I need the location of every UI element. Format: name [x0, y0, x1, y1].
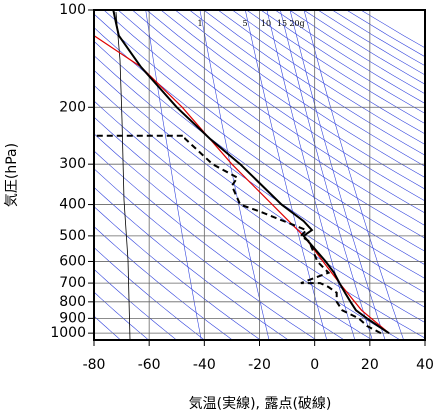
- x-tick-label: -80: [83, 357, 106, 373]
- dry-adiabat: [232, 10, 435, 347]
- x-tick-label: -60: [138, 357, 161, 373]
- dry-adiabat: [0, 10, 355, 347]
- dry-adiabat: [147, 10, 435, 347]
- y-tick-label: 800: [59, 294, 86, 310]
- dry-adiabat: [132, 10, 435, 347]
- dry-adiabat: [0, 10, 185, 347]
- y-tick-label: 1000: [50, 325, 86, 341]
- dry-adiabat: [347, 10, 435, 347]
- dry-adiabat: [0, 10, 270, 347]
- y-tick-label: 300: [59, 156, 86, 172]
- y-tick-label: 900: [59, 310, 86, 326]
- dry-adiabat: [47, 10, 435, 347]
- x-tick-label: 40: [416, 357, 434, 373]
- series-line: [113, 10, 389, 333]
- annotation: 20g: [289, 19, 304, 28]
- dry-adiabat: [361, 10, 435, 347]
- dry-adiabat: [0, 10, 213, 347]
- y-tick-label: 500: [59, 228, 86, 244]
- y-tick-label: 200: [59, 99, 86, 115]
- dry-adiabat: [90, 10, 435, 347]
- mixing-ratio-line: [280, 10, 374, 347]
- annotation: 1: [197, 19, 202, 28]
- dry-adiabat: [61, 10, 435, 347]
- dry-adiabat: [32, 10, 435, 347]
- plot: [89, 10, 390, 340]
- x-tick-label: 0: [310, 357, 319, 373]
- x-tick-label: 20: [361, 357, 379, 373]
- dry-adiabat: [275, 10, 435, 347]
- x-tick-label: -20: [248, 357, 271, 373]
- annotation: 15: [277, 19, 287, 28]
- annotation: 5: [242, 19, 247, 28]
- dry-adiabat: [289, 10, 435, 347]
- mixing-ratio-line: [304, 10, 406, 347]
- mixing-ratio-line: [267, 10, 357, 347]
- dry-adiabat: [118, 10, 435, 347]
- x-tick-label: -40: [193, 357, 216, 373]
- y-tick-label: 100: [59, 2, 86, 18]
- y-tick-label: 600: [59, 253, 86, 269]
- y-tick-label: 400: [59, 197, 86, 213]
- annotation: 10: [261, 19, 271, 28]
- dry-adiabat: [161, 10, 435, 347]
- y-tick-label: 700: [59, 275, 86, 291]
- y-axis-label: 気圧(hPa): [4, 143, 20, 207]
- dry-adiabat: [218, 10, 435, 347]
- x-axis-label: 気温(実線), 露点(破線): [189, 396, 332, 412]
